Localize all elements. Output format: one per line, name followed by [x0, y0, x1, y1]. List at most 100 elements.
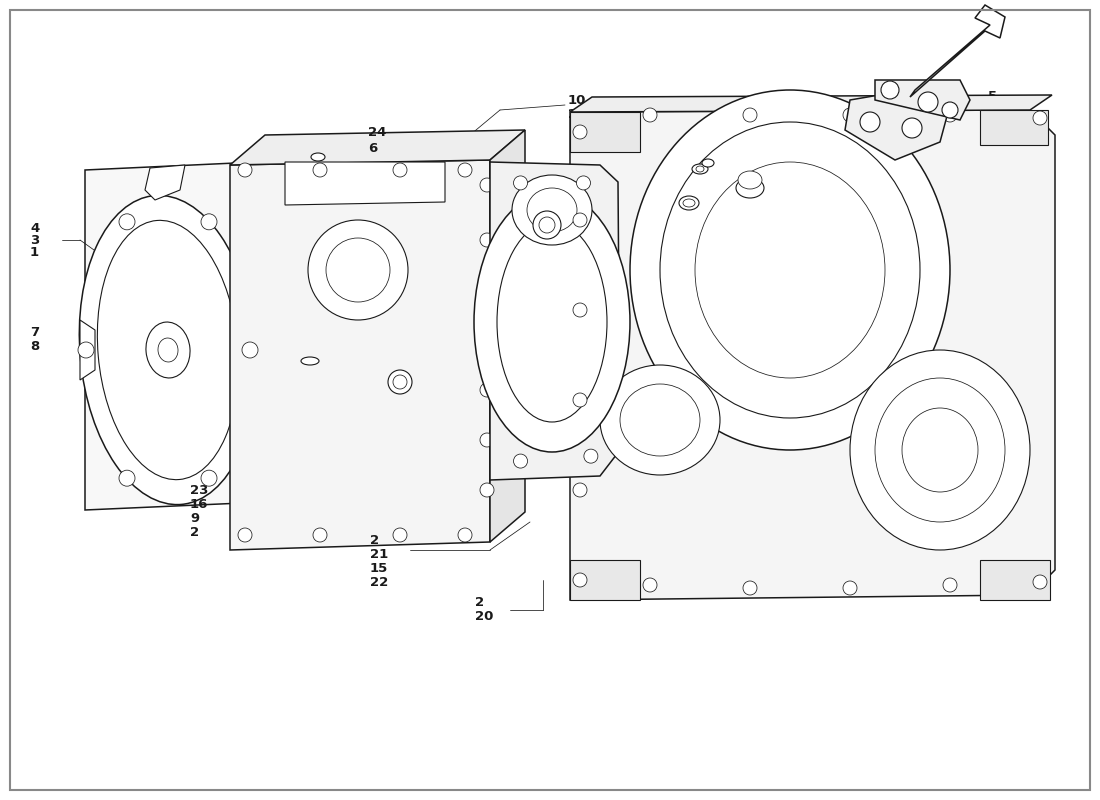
Text: 24: 24	[368, 126, 386, 138]
Text: 15: 15	[804, 165, 823, 178]
Ellipse shape	[480, 433, 494, 447]
Polygon shape	[874, 80, 970, 120]
Text: 16: 16	[190, 498, 208, 510]
Ellipse shape	[539, 217, 556, 233]
Ellipse shape	[573, 483, 587, 497]
Polygon shape	[845, 88, 950, 160]
Text: 23: 23	[190, 483, 208, 497]
Ellipse shape	[695, 162, 886, 378]
Text: 2: 2	[563, 458, 572, 471]
Ellipse shape	[881, 81, 899, 99]
Ellipse shape	[843, 581, 857, 595]
Text: 5: 5	[988, 90, 997, 103]
Text: 15: 15	[644, 270, 662, 282]
Ellipse shape	[393, 375, 407, 389]
Polygon shape	[570, 112, 640, 152]
Ellipse shape	[874, 378, 1005, 522]
Ellipse shape	[843, 108, 857, 122]
Text: 13: 13	[733, 167, 751, 181]
Ellipse shape	[576, 176, 591, 190]
Text: 10: 10	[568, 94, 586, 106]
Ellipse shape	[497, 222, 607, 422]
Ellipse shape	[514, 176, 528, 190]
Ellipse shape	[480, 383, 494, 397]
Text: 14: 14	[804, 150, 823, 163]
Ellipse shape	[79, 195, 256, 505]
Ellipse shape	[850, 350, 1030, 550]
Ellipse shape	[201, 470, 217, 486]
Ellipse shape	[480, 283, 494, 297]
Polygon shape	[570, 110, 1055, 600]
Text: 8: 8	[30, 339, 40, 353]
Text: 6: 6	[368, 142, 377, 154]
Text: 18: 18	[988, 150, 1007, 163]
Polygon shape	[230, 160, 490, 550]
Ellipse shape	[942, 102, 958, 118]
Text: 2: 2	[475, 595, 484, 609]
Ellipse shape	[474, 192, 630, 452]
Ellipse shape	[326, 238, 390, 302]
Ellipse shape	[119, 470, 135, 486]
Polygon shape	[980, 110, 1048, 145]
Ellipse shape	[393, 163, 407, 177]
Ellipse shape	[98, 220, 239, 480]
Ellipse shape	[1033, 575, 1047, 589]
Ellipse shape	[308, 220, 408, 320]
Ellipse shape	[860, 112, 880, 132]
Ellipse shape	[238, 163, 252, 177]
Ellipse shape	[311, 153, 324, 161]
Polygon shape	[80, 320, 95, 380]
Ellipse shape	[660, 122, 920, 418]
Text: 2: 2	[190, 526, 199, 538]
Ellipse shape	[573, 303, 587, 317]
Ellipse shape	[600, 365, 720, 475]
Text: 1: 1	[30, 246, 40, 258]
Ellipse shape	[692, 164, 708, 174]
Polygon shape	[145, 165, 185, 200]
Text: 12: 12	[733, 154, 751, 166]
Ellipse shape	[742, 581, 757, 595]
Ellipse shape	[644, 578, 657, 592]
Polygon shape	[230, 130, 525, 165]
Text: 3: 3	[30, 234, 40, 246]
Text: 14: 14	[644, 283, 662, 297]
Ellipse shape	[1033, 111, 1047, 125]
Ellipse shape	[702, 159, 714, 167]
Ellipse shape	[480, 233, 494, 247]
Ellipse shape	[458, 528, 472, 542]
Ellipse shape	[534, 211, 561, 239]
Text: 19: 19	[988, 165, 1007, 178]
Ellipse shape	[119, 214, 135, 230]
Ellipse shape	[458, 163, 472, 177]
Ellipse shape	[480, 333, 494, 347]
Ellipse shape	[314, 528, 327, 542]
Ellipse shape	[573, 573, 587, 587]
Ellipse shape	[902, 408, 978, 492]
Ellipse shape	[393, 528, 407, 542]
Ellipse shape	[242, 342, 258, 358]
Polygon shape	[980, 560, 1050, 600]
Text: 22: 22	[370, 575, 388, 589]
Ellipse shape	[918, 92, 938, 112]
Ellipse shape	[527, 188, 578, 232]
Polygon shape	[570, 560, 640, 600]
Ellipse shape	[620, 384, 700, 456]
Ellipse shape	[573, 213, 587, 227]
Text: 4: 4	[30, 222, 40, 234]
Polygon shape	[910, 5, 1005, 97]
Ellipse shape	[696, 166, 704, 172]
Ellipse shape	[683, 199, 695, 207]
Ellipse shape	[201, 214, 217, 230]
Ellipse shape	[943, 108, 957, 122]
Ellipse shape	[573, 393, 587, 407]
Ellipse shape	[512, 175, 592, 245]
Ellipse shape	[146, 322, 190, 378]
Text: 7: 7	[30, 326, 40, 338]
Text: 20: 20	[475, 610, 494, 623]
Ellipse shape	[78, 342, 94, 358]
Ellipse shape	[158, 338, 178, 362]
Ellipse shape	[738, 171, 762, 189]
Ellipse shape	[679, 196, 699, 210]
Ellipse shape	[584, 449, 598, 463]
Ellipse shape	[630, 90, 950, 450]
